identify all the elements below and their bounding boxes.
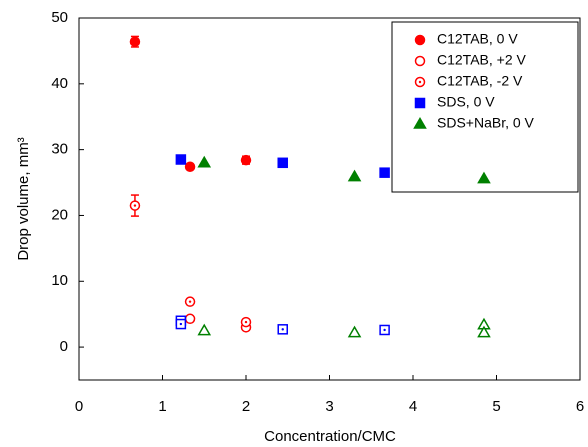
y-tick-label: 40 <box>51 75 68 92</box>
marker <box>477 325 491 338</box>
marker <box>414 34 426 46</box>
marker <box>379 324 390 336</box>
marker <box>184 313 196 325</box>
marker <box>184 161 196 172</box>
marker <box>175 318 187 330</box>
marker <box>379 167 390 178</box>
marker <box>414 55 426 67</box>
y-tick-label: 50 <box>51 9 68 26</box>
x-tick-label: 5 <box>492 398 500 415</box>
y-tick-label: 30 <box>51 141 68 158</box>
y-tick-label: 0 <box>60 338 68 355</box>
legend: C12TAB, 0 V C12TAB, +2 V C12TAB, -2 V SDS, … <box>391 21 579 193</box>
marker <box>413 117 427 129</box>
marker <box>414 97 426 109</box>
x-tick-label: 2 <box>242 398 250 415</box>
legend-label: SDS, 0 V <box>437 94 495 110</box>
x-tick-label: 4 <box>409 398 417 415</box>
marker <box>184 296 196 307</box>
marker <box>240 154 252 166</box>
x-axis-label: Concentration/CMC <box>264 428 396 445</box>
legend-label: C12TAB, -2 V <box>437 73 523 89</box>
x-tick-label: 0 <box>75 398 83 415</box>
marker <box>277 324 288 335</box>
y-axis-label: Drop volume, mm³ <box>15 137 32 260</box>
x-tick-label: 1 <box>158 398 166 415</box>
marker <box>240 316 252 328</box>
marker <box>414 76 426 88</box>
y-tick-label: 10 <box>51 272 68 289</box>
marker <box>477 171 491 184</box>
marker <box>129 36 141 47</box>
x-tick-label: 3 <box>325 398 333 415</box>
marker <box>347 325 362 338</box>
legend-label: SDS+NaBr, 0 V <box>437 115 535 131</box>
x-tick-label: 6 <box>576 398 584 415</box>
legend-label: C12TAB, 0 V <box>437 31 518 47</box>
legend-label: C12TAB, +2 V <box>437 52 527 68</box>
marker <box>277 157 288 169</box>
marker <box>197 155 212 168</box>
marker <box>129 200 141 211</box>
y-tick-label: 20 <box>51 206 68 223</box>
marker <box>347 169 362 182</box>
marker <box>197 323 212 336</box>
marker <box>175 154 187 165</box>
